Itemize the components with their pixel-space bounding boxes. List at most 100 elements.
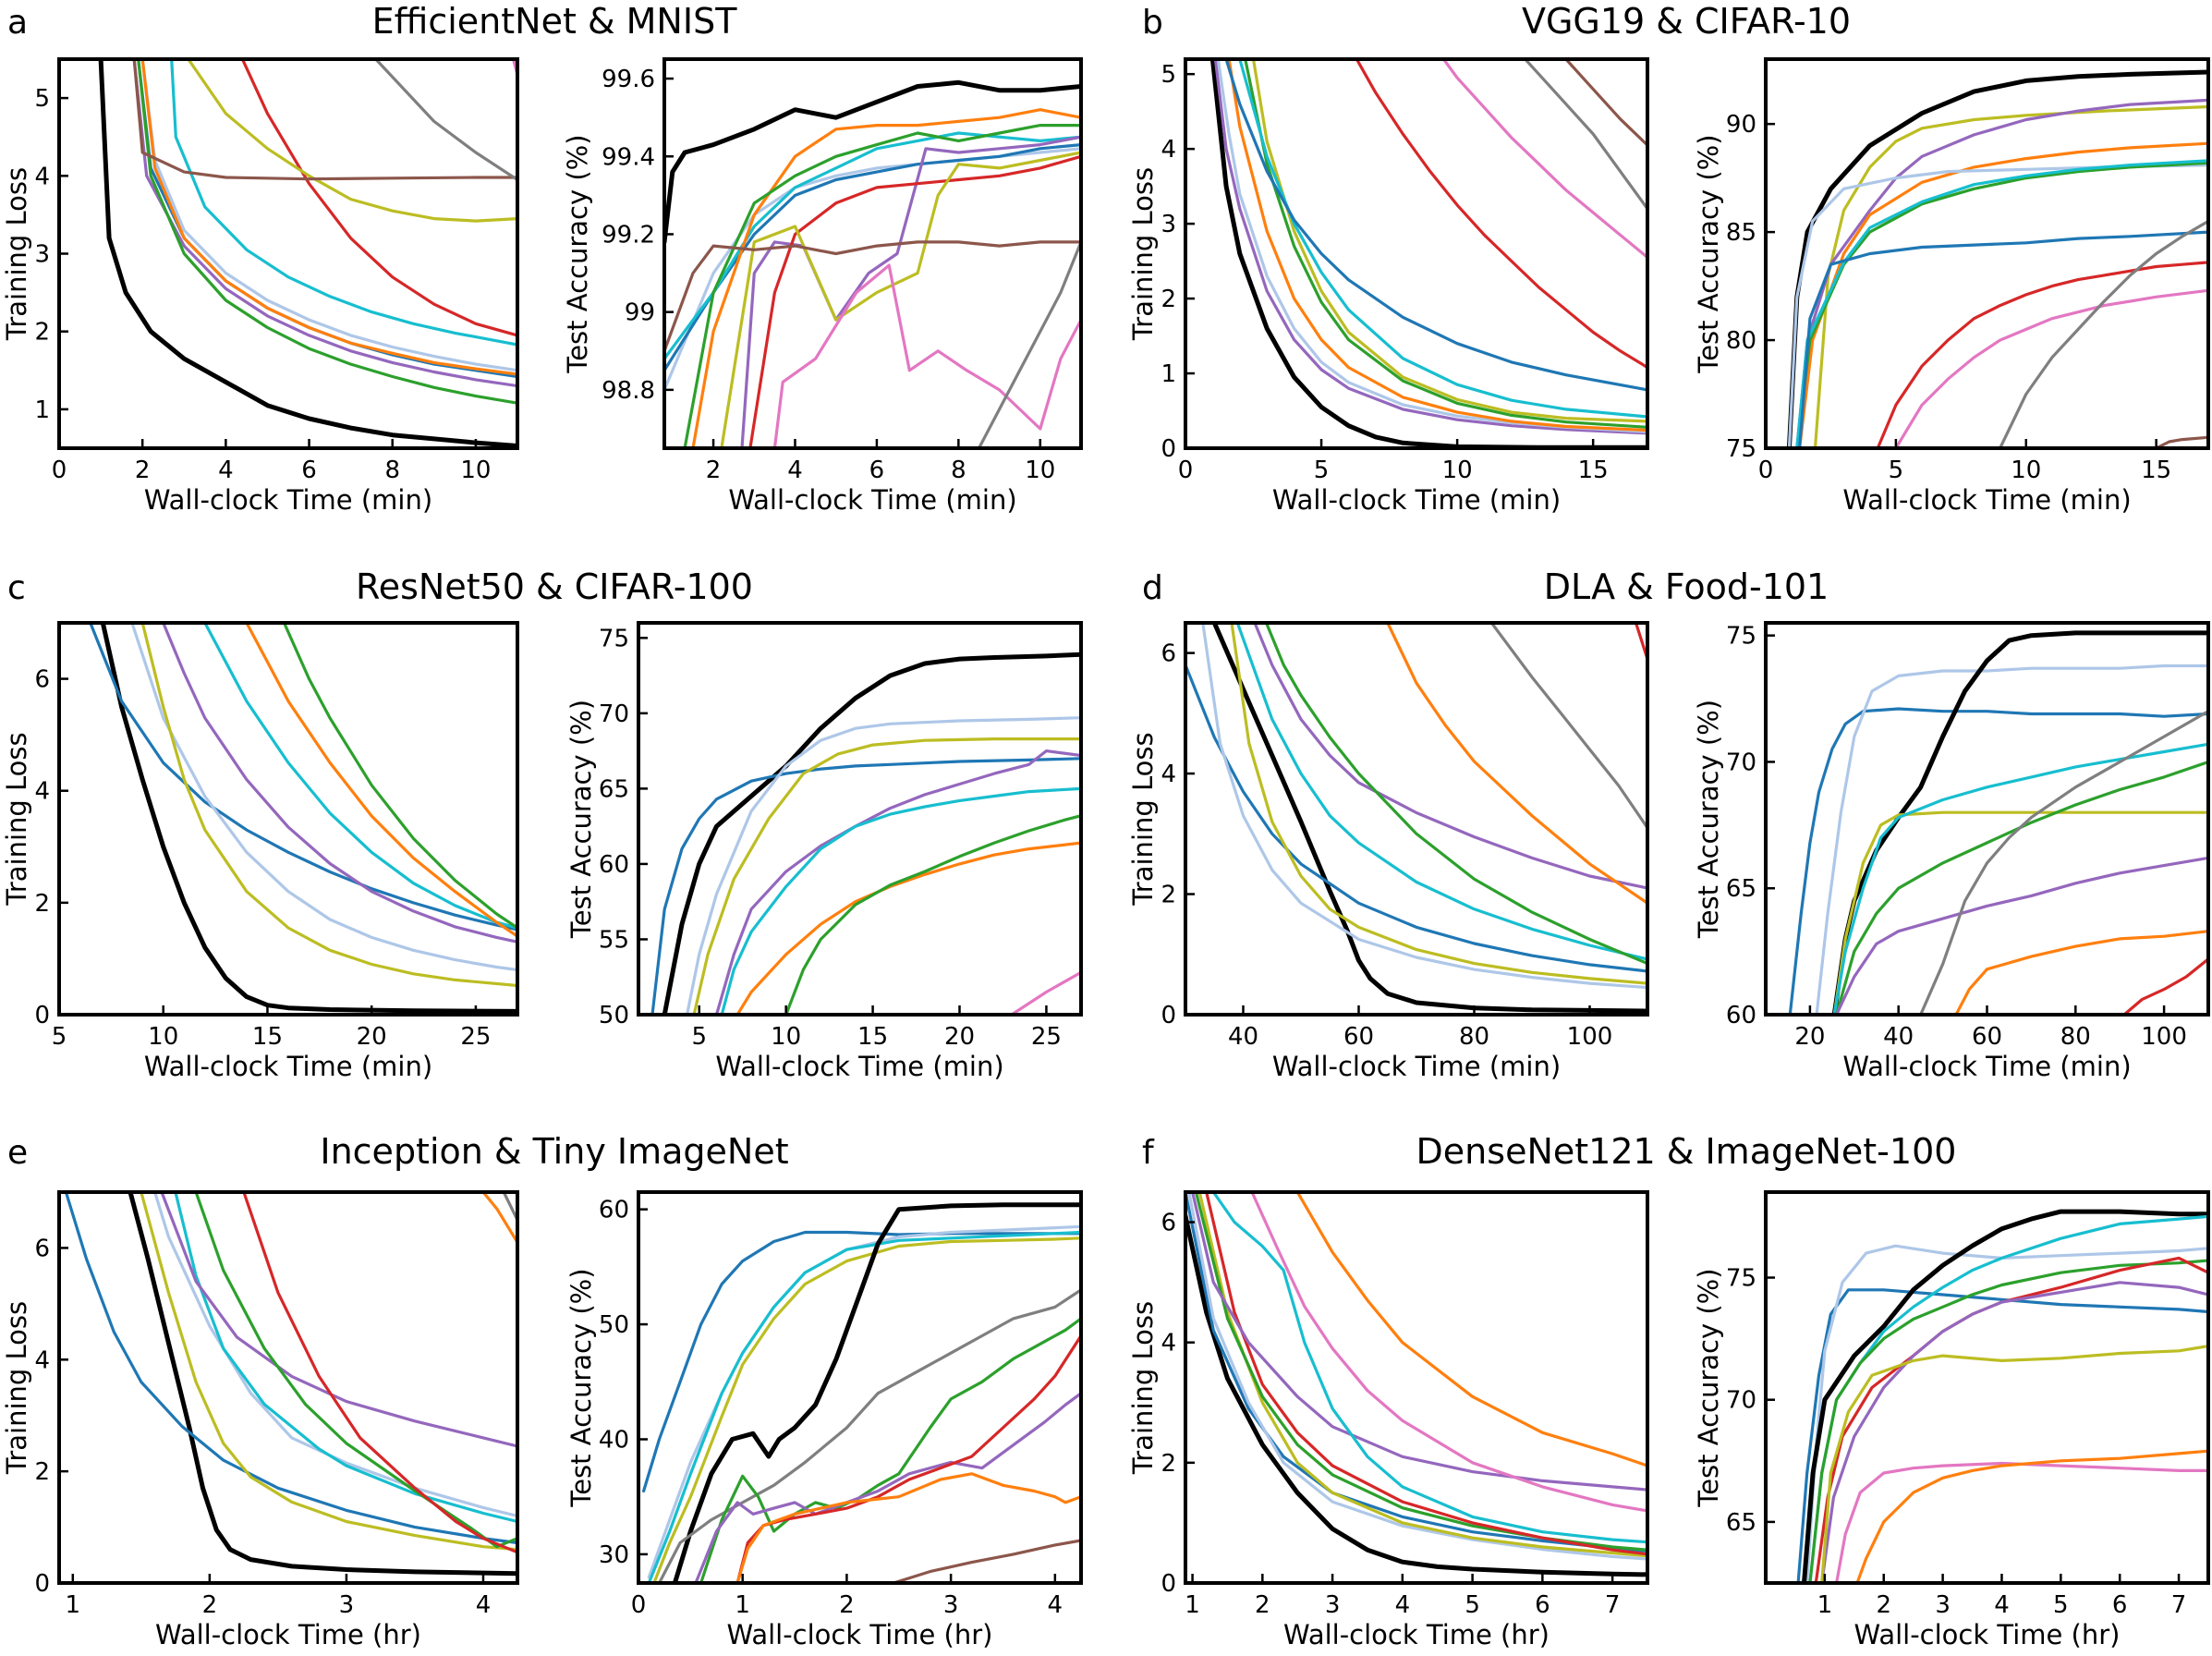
series-line-olive xyxy=(1197,1192,1647,1558)
y-tick-label: 0 xyxy=(1161,435,1176,463)
plot-d-test-accuracy: 20 40 60 80 100 60 65 70 75 Wall-clock Time (min)… xyxy=(1693,621,2210,1082)
y-axis-label: Test Accuracy (%) xyxy=(562,134,593,373)
series-line-purple xyxy=(132,59,517,388)
x-axis-label: Wall-clock Time (hr) xyxy=(1854,1619,2121,1650)
x-tick-label: 4 xyxy=(1048,1591,1063,1619)
x-tick-label: 15 xyxy=(1578,457,1609,484)
plot-c-test-accuracy: 5 10 15 20 25 50 55 60 65 70 75 Wall-clock Time (mi… xyxy=(565,621,1083,1082)
series-line-orange xyxy=(1797,141,2208,448)
plot-b-test-accuracy: 0 5 10 15 75 80 85 90 Wall-clock Time (min) Test … xyxy=(1693,57,2210,516)
x-tick-label: 1 xyxy=(735,1591,750,1619)
series-line-purple xyxy=(1795,98,2208,448)
x-tick-label: 3 xyxy=(943,1591,959,1619)
x-tick-label: 4 xyxy=(787,457,803,484)
y-tick-label: 99 xyxy=(625,299,655,327)
x-tick-label: 0 xyxy=(631,1591,647,1619)
series-line-brown xyxy=(2155,435,2208,448)
x-tick-label: 20 xyxy=(357,1023,387,1051)
panel-letter-d: d xyxy=(1142,569,1163,607)
series-line-gray xyxy=(1919,710,2208,1015)
series-line-lightblue xyxy=(1815,664,2208,1015)
plot-frame xyxy=(1764,621,2210,1017)
x-tick-label: 10 xyxy=(460,457,491,484)
series-line-lightblue xyxy=(1187,1192,1647,1561)
x-tick-label: 4 xyxy=(218,457,234,484)
y-tick-label: 6 xyxy=(34,666,50,694)
x-tick-label: 0 xyxy=(52,457,67,484)
series-line-cyan xyxy=(720,786,1081,1015)
y-axis-label: Training Loss xyxy=(1,1301,32,1475)
series-line-black xyxy=(1802,1209,2208,1583)
x-tick-label: 3 xyxy=(1325,1591,1341,1619)
panel-title-d: DLA & Food-101 xyxy=(1544,566,1829,607)
panel-letter-a: a xyxy=(7,4,28,42)
series-line-green xyxy=(194,1192,517,1549)
series-line-brown xyxy=(892,1539,1081,1583)
series-line-green xyxy=(282,623,517,930)
y-tick-label: 50 xyxy=(599,1311,629,1339)
panel-title-e: Inception & Tiny ImageNet xyxy=(320,1131,788,1172)
series-line-orange xyxy=(691,108,1081,448)
plot-frame xyxy=(57,621,519,1017)
series-line-black xyxy=(1185,1213,1647,1577)
series-line-black xyxy=(128,1192,517,1577)
series-line-orange xyxy=(1954,930,2208,1015)
plot-d-training-loss: 40 60 80 100 0 2 4 6 Wall-clock Time (min) Traini… xyxy=(1127,621,1649,1082)
series-line-lightblue xyxy=(140,59,517,372)
series-line-gray xyxy=(657,1288,1081,1583)
series-line-orange xyxy=(1227,59,1647,432)
x-tick-label: 7 xyxy=(2171,1591,2187,1619)
series-line-blue xyxy=(641,1230,1081,1493)
x-tick-label: 3 xyxy=(1935,1591,1951,1619)
x-tick-label: 15 xyxy=(2141,457,2171,484)
y-axis-label: Training Loss xyxy=(1127,732,1159,906)
y-axis-label: Test Accuracy (%) xyxy=(565,1268,597,1507)
y-axis-label: Test Accuracy (%) xyxy=(1693,1268,1724,1507)
y-axis-label: Test Accuracy (%) xyxy=(1693,700,1724,939)
x-tick-label: 20 xyxy=(944,1023,975,1051)
series-line-olive xyxy=(140,623,517,988)
series-line-gray xyxy=(1489,623,1647,830)
y-tick-label: 2 xyxy=(34,1458,50,1486)
series-line-purple xyxy=(160,1192,517,1448)
series-line-blue xyxy=(1788,707,2208,1015)
x-tick-label: 10 xyxy=(1025,457,1055,484)
x-tick-label: 4 xyxy=(1994,1591,2010,1619)
y-axis-label: Training Loss xyxy=(1127,167,1159,341)
x-tick-label: 15 xyxy=(857,1023,888,1051)
x-axis-label: Wall-clock Time (min) xyxy=(1842,484,2131,516)
plot-c-training-loss: 5 10 15 20 25 0 2 4 6 Wall-clock Time (min) Traini… xyxy=(1,621,519,1082)
series-line-orange xyxy=(140,59,517,376)
x-tick-label: 10 xyxy=(2011,457,2041,484)
series-line-purple xyxy=(1190,1192,1647,1492)
x-tick-label: 1 xyxy=(66,1591,81,1619)
series-line-brown xyxy=(664,240,1081,353)
x-tick-label: 0 xyxy=(1178,457,1194,484)
plot-frame xyxy=(662,57,1083,450)
y-tick-label: 0 xyxy=(1161,1570,1176,1598)
y-axis-label: Test Accuracy (%) xyxy=(1693,134,1724,373)
series-line-olive xyxy=(1251,59,1647,423)
y-tick-label: 5 xyxy=(34,85,50,113)
series-line-green xyxy=(1834,760,2208,1015)
y-tick-label: 50 xyxy=(599,1002,629,1029)
series-line-pink xyxy=(1010,970,1081,1015)
series-line-green xyxy=(1264,623,1647,966)
y-tick-label: 70 xyxy=(1726,1387,1756,1415)
y-tick-label: 2 xyxy=(1161,1450,1176,1478)
y-tick-label: 4 xyxy=(34,1346,50,1374)
series-line-olive xyxy=(1832,810,2208,1015)
series-line-olive xyxy=(652,1236,1081,1583)
x-axis-label: Wall-clock Time (min) xyxy=(728,484,1016,516)
x-axis-label: Wall-clock Time (min) xyxy=(144,1051,432,1082)
plot-frame xyxy=(1184,621,1649,1017)
y-tick-label: 60 xyxy=(599,851,629,879)
series-line-red xyxy=(1355,59,1647,370)
series-line-pink xyxy=(1834,1461,2208,1583)
x-tick-label: 2 xyxy=(1876,1591,1891,1619)
y-tick-label: 0 xyxy=(1161,1002,1176,1029)
series-line-pink xyxy=(772,263,1081,448)
series-line-black xyxy=(1831,630,2208,1015)
